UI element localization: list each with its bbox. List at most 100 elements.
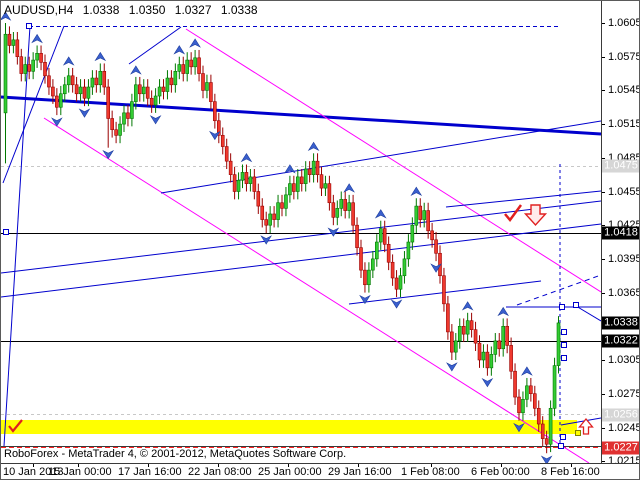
candle-body: [98, 71, 103, 86]
candle-body: [517, 396, 521, 414]
fractal-down-icon: [51, 117, 63, 127]
candle-body: [351, 202, 355, 226]
time-tick-mark: [33, 464, 34, 467]
candle-body: [47, 75, 51, 88]
candle-body: [106, 86, 110, 119]
candle-body: [307, 168, 312, 175]
price-tick-label: 1.0545: [608, 84, 640, 96]
candle-body: [292, 183, 296, 192]
ohlc-low: 1.0327: [174, 3, 212, 17]
candle-body: [205, 82, 209, 91]
steep-left-rising[interactable]: [2, 25, 65, 184]
candle-body: [90, 77, 95, 88]
fractals-layer: [1, 11, 553, 463]
candle-body: [414, 205, 419, 226]
time-tick-label: 15 Jan 00:00: [48, 466, 112, 478]
fractal-up-icon: [307, 141, 320, 152]
main-downtrend-thick[interactable]: [1, 95, 601, 136]
steep-left-rising-2[interactable]: [128, 26, 182, 65]
red-checkmark-icon: [504, 204, 523, 223]
candle-body: [367, 269, 371, 286]
price-tick-label: 1.0575: [608, 51, 640, 63]
neckline-drop[interactable]: [575, 305, 601, 322]
candle-body: [347, 202, 351, 211]
object-handle[interactable]: [561, 355, 567, 361]
ascending-upper-right[interactable]: [445, 190, 601, 208]
steep-left-near-vertical[interactable]: [3, 25, 31, 447]
candle-body: [256, 191, 261, 207]
ascending-line-b[interactable]: [1, 200, 601, 274]
candle-body: [197, 57, 201, 74]
support-zone: [1, 420, 577, 434]
candle-body: [355, 224, 359, 248]
price-tick-mark: [601, 394, 605, 395]
object-handle[interactable]: [558, 443, 564, 449]
time-tick-mark: [148, 464, 149, 467]
fractal-up-icon: [1, 11, 12, 21]
candle-body: [141, 86, 146, 95]
candle-body: [55, 95, 59, 108]
ascending-bottom-right[interactable]: [560, 417, 601, 426]
chart-plot-area[interactable]: AUDUSD,H4 1.0338 1.0350 1.0327 1.0338 Ro…: [1, 1, 601, 463]
candle-body: [240, 172, 245, 181]
object-handle[interactable]: [561, 329, 567, 335]
price-tick-mark: [601, 124, 605, 125]
time-tick-label: 29 Jan 16:00: [328, 466, 392, 478]
candle-body: [509, 345, 513, 372]
candle-body: [86, 86, 91, 99]
time-tick-label: 17 Jan 16:00: [118, 466, 182, 478]
candle-body: [505, 325, 509, 346]
object-handle[interactable]: [561, 342, 567, 348]
candle-body: [497, 340, 502, 350]
candle-body: [252, 176, 257, 192]
candle-body: [228, 160, 233, 175]
time-tick-mark: [218, 464, 219, 467]
object-handle-selected[interactable]: [575, 430, 581, 436]
chart-title: AUDUSD,H4 1.0338 1.0350 1.0327 1.0338: [4, 3, 264, 17]
price-tick-mark: [601, 293, 605, 294]
candle-body: [481, 351, 486, 361]
fractal-down-icon: [390, 299, 403, 309]
candle-body: [177, 64, 182, 72]
price-chart-canvas[interactable]: [1, 1, 601, 463]
price-level-box: 1.0338: [602, 316, 639, 330]
candle-body: [232, 174, 237, 192]
ohlc-close: 1.0338: [220, 3, 258, 17]
object-handle[interactable]: [560, 434, 566, 440]
projection-dashed[interactable]: [516, 274, 601, 306]
fractal-down-icon: [260, 235, 273, 245]
fractal-down-icon: [513, 422, 525, 433]
fractal-up-icon: [374, 209, 387, 219]
ascending-line-c[interactable]: [1, 223, 601, 298]
candle-body: [66, 75, 71, 86]
annotations-layer: [8, 204, 594, 435]
object-handle[interactable]: [26, 23, 32, 29]
candle-body: [220, 135, 225, 147]
candle-body: [319, 174, 324, 189]
price-axis[interactable]: 1.0605 1.0575 1.0545 1.0515 1.0485 1.0455 1.04…: [601, 1, 640, 467]
price-tick-mark: [601, 428, 605, 429]
candle-body: [343, 199, 348, 211]
candle-body: [70, 75, 75, 86]
candle-body: [406, 241, 411, 260]
time-tick-mark: [571, 464, 572, 467]
magenta-channel-upper[interactable]: [43, 117, 590, 463]
candle-body: [185, 59, 189, 74]
magenta-channel-lower[interactable]: [185, 28, 601, 293]
time-axis[interactable]: 10 Jan 2013 15 Jan 00:00 17 Jan 16:00 22 Ja…: [1, 464, 639, 479]
fractal-up-icon: [410, 186, 423, 196]
candle-body: [489, 354, 494, 369]
time-tick-label: 1 Feb 08:00: [401, 466, 460, 478]
candle-body: [153, 95, 158, 106]
levels-layer: [1, 26, 601, 448]
price-tick-mark: [601, 90, 605, 91]
candle-body: [477, 342, 482, 361]
candle-body: [331, 202, 336, 218]
candle-body: [114, 129, 118, 136]
object-handle[interactable]: [573, 302, 579, 308]
object-handle[interactable]: [559, 304, 565, 310]
candle-body: [446, 303, 450, 333]
price-tick-label: 1.0605: [608, 17, 640, 29]
candle-body: [43, 62, 47, 77]
object-handle[interactable]: [3, 229, 9, 235]
